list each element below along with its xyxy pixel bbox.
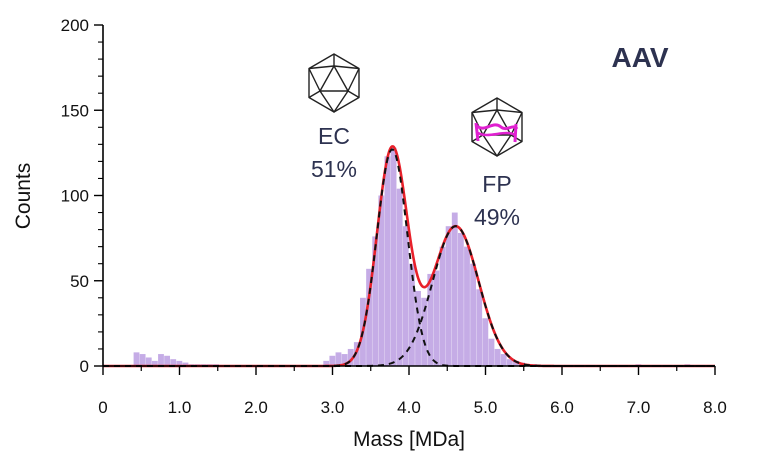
x-tick-label: 0 [98, 398, 107, 417]
x-tick-label: 5.0 [474, 398, 498, 417]
histogram-bar-39 [476, 289, 483, 366]
histogram-bar-38 [470, 263, 477, 366]
histogram-bar-34 [445, 226, 452, 366]
histogram-bar-42 [494, 348, 501, 366]
icosahedron-with-dna-icon [471, 97, 523, 157]
histogram-bar-28 [409, 263, 415, 366]
histogram-bar-35 [451, 212, 458, 366]
histogram-bar-41 [488, 338, 495, 366]
histogram-bar-31 [427, 273, 434, 366]
y-tick-label: 100 [61, 187, 89, 206]
histogram-bar-1 [139, 354, 146, 366]
histogram-bars [133, 147, 691, 366]
y-ticks: 0 50 100 150 200 [61, 16, 103, 376]
x-tick-label: 1.0 [168, 398, 192, 417]
y-axis-title: Counts [12, 163, 35, 230]
histogram-bar-8 [182, 362, 189, 366]
y-tick-label: 0 [80, 357, 89, 376]
histogram-bar-44 [506, 359, 513, 366]
histogram-bar-37 [464, 246, 470, 366]
x-tick-label: 8.0 [703, 398, 727, 417]
x-tick-label: 3.0 [321, 398, 345, 417]
y-tick-label: 150 [61, 101, 89, 120]
ec-label: EC [318, 123, 350, 149]
histogram-bar-2 [145, 357, 152, 366]
dna-strand-icon [476, 123, 519, 131]
icosahedron-icon [308, 53, 360, 113]
x-ticks: 0 1.0 2.0 3.0 4.0 5.0 6.0 7.0 8.0 [98, 366, 727, 417]
histogram-bar-15 [329, 355, 336, 366]
histogram-bar-26 [396, 188, 403, 366]
histogram-bar-32 [433, 270, 440, 366]
histogram-bar-16 [335, 352, 342, 366]
x-tick-label: 4.0 [397, 398, 421, 417]
x-tick-label: 2.0 [244, 398, 268, 417]
histogram-bar-21 [366, 268, 372, 366]
histogram-bar-3 [151, 360, 158, 366]
y-tick-label: 200 [61, 16, 89, 35]
histogram-bar-43 [500, 354, 507, 366]
histogram-bar-27 [402, 226, 409, 366]
histogram-bar-45 [513, 360, 519, 366]
histogram-bar-30 [421, 297, 428, 366]
x-tick-label: 6.0 [550, 398, 574, 417]
histogram-bar-14 [323, 360, 330, 366]
histogram-bar-25 [390, 147, 397, 366]
histogram-bar-19 [353, 342, 360, 366]
ec-percent: 51% [311, 156, 357, 182]
histogram-bar-5 [164, 355, 171, 366]
histogram-bar-33 [439, 246, 446, 366]
histogram-bar-4 [158, 354, 164, 366]
corner-label: AAV [611, 42, 668, 73]
histogram-bar-22 [372, 236, 379, 366]
histogram-bar-36 [457, 233, 464, 366]
histogram-bar-40 [482, 318, 489, 366]
y-tick-label: 50 [70, 272, 89, 291]
histogram-bar-18 [347, 348, 354, 366]
x-tick-label: 7.0 [627, 398, 651, 417]
histogram-bar-6 [170, 359, 177, 366]
histogram-bar-7 [176, 360, 183, 366]
fp-label: FP [482, 171, 511, 197]
histogram-bar-24 [384, 156, 391, 366]
x-axis-title: Mass [MDa] [353, 428, 465, 451]
histogram-bar-23 [378, 195, 385, 366]
fp-percent: 49% [474, 204, 520, 230]
histogram-bar-17 [341, 354, 348, 366]
histogram-bar-0 [133, 352, 140, 366]
